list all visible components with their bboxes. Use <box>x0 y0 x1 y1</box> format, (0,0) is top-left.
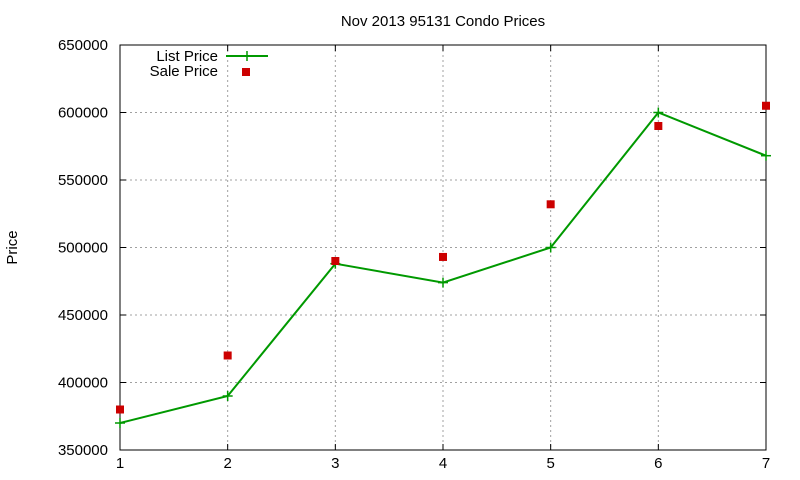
sale-price-point <box>223 351 232 360</box>
sale-price-point <box>762 101 770 110</box>
x-tick-label: 7 <box>762 455 770 472</box>
list-price-point <box>761 150 771 161</box>
x-tick-label: 2 <box>223 455 231 472</box>
x-tick-label: 5 <box>546 455 554 472</box>
grid <box>120 45 766 450</box>
y-tick-label: 400000 <box>58 375 108 392</box>
legend-swatch-sale-price <box>242 68 250 76</box>
sale-price-point <box>331 257 340 265</box>
legend-label-sale-price: Sale Price <box>150 63 218 80</box>
sale-price-point <box>439 252 447 261</box>
list-price-point <box>222 391 233 401</box>
sale-price-point <box>654 122 663 130</box>
series <box>115 101 771 428</box>
legend-swatch-list-price <box>226 51 268 61</box>
y-tick-label: 650000 <box>58 37 108 54</box>
y-tick-label: 450000 <box>58 307 108 324</box>
list-price-point <box>545 242 556 253</box>
legend: List Price Sale Price <box>150 48 268 80</box>
legend-label-list-price: List Price <box>156 48 218 65</box>
sale-price-point <box>546 200 555 209</box>
y-tick-label: 500000 <box>58 240 108 257</box>
y-axis-label: Price <box>4 230 21 264</box>
list-price-point <box>115 418 125 428</box>
x-tick-label: 6 <box>654 455 662 472</box>
y-tick-label: 550000 <box>58 172 108 189</box>
x-tick-label: 3 <box>331 455 339 472</box>
x-tick-label: 1 <box>116 455 124 472</box>
list-price-point <box>653 107 664 118</box>
tick-labels: 1 2 3 4 5 6 7 350000 400000 450000 500000 550000 600… <box>58 37 770 472</box>
legend-marker <box>242 51 252 61</box>
sale-price-point <box>116 405 124 414</box>
axis-ticks <box>119 44 767 451</box>
y-tick-label: 600000 <box>58 105 108 122</box>
chart-title: Nov 2013 95131 Condo Prices <box>341 13 545 30</box>
x-tick-label: 4 <box>439 455 447 472</box>
legend-marker <box>242 68 250 76</box>
y-tick-label: 350000 <box>58 442 108 459</box>
list-price-point <box>438 277 448 288</box>
